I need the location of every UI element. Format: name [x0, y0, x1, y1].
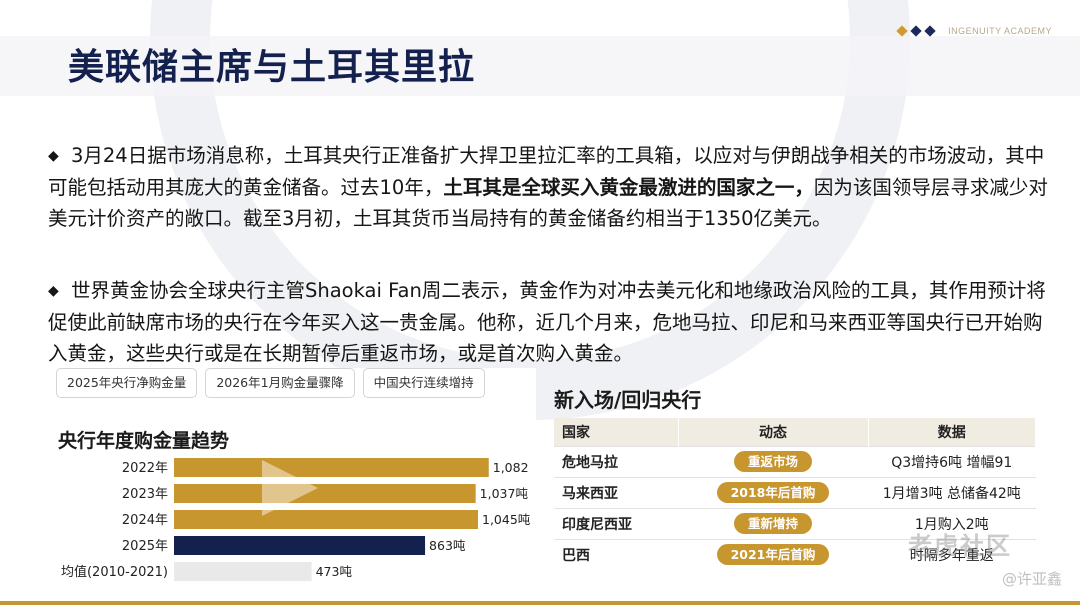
diamond-icon	[924, 25, 936, 37]
brand-name: INGENUITY ACADEMY	[948, 26, 1052, 36]
paragraph-1-text-b: 因为该国领导层寻求减少对美元计价资产的敞口。截至3月初，土耳其货币当局持有的黄金…	[48, 176, 1048, 230]
central-bank-table: 国家 动态 数据 危地马拉 重返市场 Q3增持6吨 增幅91 马来西亚 2018…	[554, 418, 1036, 570]
bar	[174, 458, 489, 477]
paragraph-2: ◆ 世界黄金协会全球央行主管Shaokai Fan周二表示，黄金作为对冲去美元化…	[48, 275, 1048, 369]
value-label: 1,037吨	[480, 486, 529, 501]
category-label: 2023年	[122, 487, 168, 502]
paragraph-1-text-a: 3月24日据市场消息称，土耳其央行正准备扩大捍卫里拉汇率的工具箱，以应对与伊朗战…	[48, 144, 1045, 199]
value-label: 1,082	[493, 460, 529, 475]
header-data: 数据	[868, 418, 1036, 446]
watermark-author: @许亚鑫	[1001, 570, 1062, 588]
watermark-community: 老虎社区	[908, 532, 1012, 560]
cell-data: 1月增3吨 总储备42吨	[868, 476, 1036, 508]
diamond-bullet-icon: ◆	[48, 283, 59, 299]
cell-data: 1月购入2吨	[868, 507, 1036, 539]
status-badge: 重返市场	[733, 451, 812, 472]
cell-data: Q3增持6吨 增幅91	[868, 445, 1036, 477]
chart-tabs: 2025年央行净购金量 2026年1月购金量骤降 中国央行连续增持	[56, 368, 485, 398]
paragraph-2-text: 世界黄金协会全球央行主管Shaokai Fan周二表示，黄金作为对冲去美元化和地…	[48, 279, 1046, 365]
paragraph-1: ◆ 3月24日据市场消息称，土耳其央行正准备扩大捍卫里拉汇率的工具箱，以应对与伊…	[48, 140, 1048, 234]
gold-purchase-panel: 2025年央行净购金量 2026年1月购金量骤降 中国央行连续增持 央行年度购金…	[48, 368, 536, 603]
tab-net-purchase[interactable]: 2025年央行净购金量	[56, 368, 198, 398]
value-label: 1,045吨	[482, 512, 531, 527]
header-band	[0, 36, 1080, 96]
panel-title: 新入场/回归央行	[554, 388, 702, 412]
bar	[174, 484, 476, 503]
diamond-icon	[910, 25, 922, 37]
diamond-icon	[896, 25, 908, 37]
bar	[174, 562, 312, 581]
cell-country: 马来西亚	[554, 476, 678, 508]
header-status: 动态	[678, 418, 869, 446]
chart-title: 央行年度购金量趋势	[58, 430, 230, 452]
bottom-accent-bar	[0, 601, 1080, 605]
cell-country: 印度尼西亚	[554, 507, 678, 539]
status-badge: 2018年后首购	[716, 482, 830, 503]
status-badge: 2021年后首购	[716, 544, 830, 566]
bar	[174, 536, 426, 555]
new-entrants-panel: 新入场/回归央行 国家 动态 数据 危地马拉 重返市场 Q3增持6吨 增幅91 …	[548, 380, 1038, 590]
tab-jan-drop[interactable]: 2026年1月购金量骤降	[205, 368, 355, 398]
tab-china-increase[interactable]: 中国央行连续增持	[362, 368, 485, 398]
table-row: 马来西亚 2018年后首购 1月增3吨 总储备42吨	[554, 476, 1036, 508]
table-header-row: 国家 动态 数据	[554, 418, 1036, 446]
paragraph-1-bold: 土耳其是全球买入黄金最激进的国家之一，	[443, 176, 814, 199]
category-label: 2025年	[122, 539, 168, 554]
table-row: 印度尼西亚 重新增持 1月购入2吨	[554, 507, 1036, 539]
diamond-bullet-icon: ◆	[48, 148, 59, 164]
bar-chart: 2022年 1,082 2023年 1,037吨 2024年 1,045吨 2025年 863…	[61, 458, 531, 581]
cell-country: 危地马拉	[554, 445, 678, 477]
value-label: 473吨	[316, 564, 353, 579]
category-label: 2024年	[122, 513, 168, 528]
play-triangle-icon[interactable]	[262, 460, 318, 516]
cell-country: 巴西	[554, 538, 678, 570]
value-label: 863吨	[429, 538, 466, 553]
status-badge: 重新增持	[733, 513, 812, 534]
brand-mark: INGENUITY ACADEMY	[896, 25, 1052, 37]
header-country: 国家	[554, 418, 679, 446]
bar	[174, 510, 478, 529]
category-label: 均值(2010-2021)	[61, 564, 168, 580]
cell-data: 时隔多年重返	[868, 538, 1036, 570]
table-row: 危地马拉 重返市场 Q3增持6吨 增幅91	[554, 445, 1036, 477]
category-label: 2022年	[122, 461, 168, 476]
page-title: 美联储主席与土耳其里拉	[68, 47, 476, 88]
table-row: 巴西 2021年后首购 时隔多年重返	[554, 538, 1036, 570]
